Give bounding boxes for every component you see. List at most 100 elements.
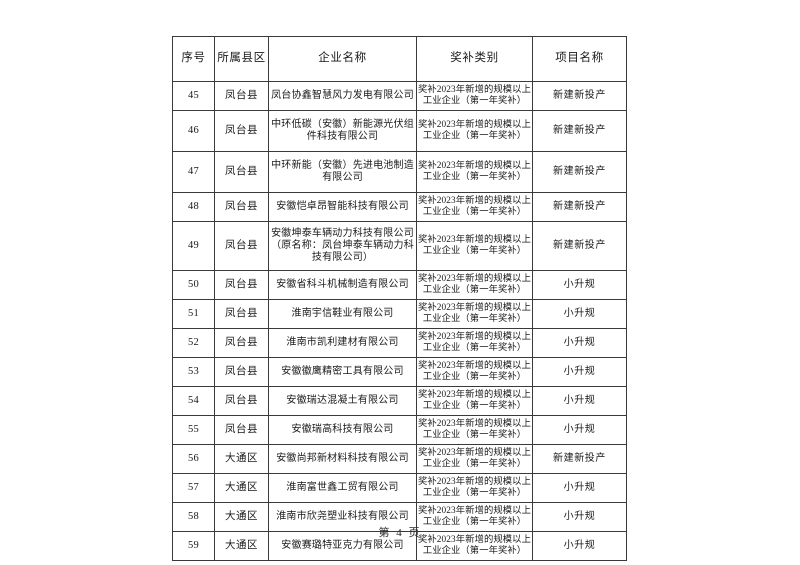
column-header-project: 项目名称	[532, 36, 627, 82]
cell-category: 奖补2023年新增的规模以上 工业企业（第一年奖补）	[416, 81, 533, 111]
table-row: 58 大通区 淮南市欣尧塑业科技有限公司 奖补2023年新增的规模以上 工业企业（第一年…	[172, 502, 627, 532]
category-line-2: 工业企业（第一年奖补）	[422, 430, 527, 440]
table-row: 56 大通区 安徽尚邦新材料科技有限公司 奖补2023年新增的规模以上 工业企业（第一年…	[172, 444, 627, 474]
cell-project: 新建新投产	[532, 192, 627, 222]
table-header: 序号 所属县区 企业名称 奖补类别 项目名称	[172, 36, 627, 82]
category-line-2: 工业企业（第一年奖补）	[422, 314, 527, 324]
column-header-district: 所属县区	[214, 36, 269, 82]
table-row: 54 凤台县 安徽瑞达混凝土有限公司 奖补2023年新增的规模以上 工业企业（第一年奖补…	[172, 386, 627, 416]
table-row: 45 凤台县 凤台协鑫智慧风力发电有限公司 奖补2023年新增的规模以上 工业企业（第一…	[172, 81, 627, 111]
award-table: 序号 所属县区 企业名称 奖补类别 项目名称 45 凤台县 凤台协鑫智慧风力发电有限…	[172, 36, 627, 561]
cell-district: 凤台县	[214, 299, 269, 329]
cell-project: 新建新投产	[532, 81, 627, 111]
table-row: 47 凤台县 中环新能（安徽）先进电池制造有限公司 奖补2023年新增的规模以上 工业企…	[172, 151, 627, 193]
cell-company: 安徽徽鹰精密工具有限公司	[268, 357, 417, 387]
cell-project: 小升规	[532, 357, 627, 387]
cell-project: 小升规	[532, 473, 627, 503]
table-row: 55 凤台县 安徽瑞高科技有限公司 奖补2023年新增的规模以上 工业企业（第一年奖补）…	[172, 415, 627, 445]
cell-category: 奖补2023年新增的规模以上 工业企业（第一年奖补）	[416, 473, 533, 503]
category-line-1: 奖补2023年新增的规模以上	[418, 303, 531, 314]
cell-district: 凤台县	[214, 328, 269, 358]
cell-project: 小升规	[532, 386, 627, 416]
cell-seq: 48	[172, 192, 215, 222]
cell-category: 奖补2023年新增的规模以上 工业企业（第一年奖补）	[416, 357, 533, 387]
cell-company: 淮南宇信鞋业有限公司	[268, 299, 417, 329]
cell-category: 奖补2023年新增的规模以上 工业企业（第一年奖补）	[416, 386, 533, 416]
cell-project: 新建新投产	[532, 444, 627, 474]
cell-seq: 53	[172, 357, 215, 387]
cell-company: 安徽恺卓昂智能科技有限公司	[268, 192, 417, 222]
category-line-1: 奖补2023年新增的规模以上	[418, 506, 531, 517]
cell-project: 小升规	[532, 531, 627, 561]
cell-district: 凤台县	[214, 110, 269, 152]
category-line-1: 奖补2023年新增的规模以上	[418, 477, 531, 488]
cell-category: 奖补2023年新增的规模以上 工业企业（第一年奖补）	[416, 151, 533, 193]
category-line-1: 奖补2023年新增的规模以上	[418, 120, 531, 131]
cell-category: 奖补2023年新增的规模以上 工业企业（第一年奖补）	[416, 415, 533, 445]
cell-company: 安徽坤泰车辆动力科技有限公司（原名称：凤台坤泰车辆动力科技有限公司）	[268, 221, 417, 271]
cell-district: 凤台县	[214, 357, 269, 387]
cell-project: 小升规	[532, 328, 627, 358]
table-row: 51 凤台县 淮南宇信鞋业有限公司 奖补2023年新增的规模以上 工业企业（第一年奖补）…	[172, 299, 627, 329]
category-line-1: 奖补2023年新增的规模以上	[418, 419, 531, 430]
cell-company: 安徽赛璐特亚克力有限公司	[268, 531, 417, 561]
cell-company: 淮南市凯利建材有限公司	[268, 328, 417, 358]
category-line-2: 工业企业（第一年奖补）	[422, 546, 527, 556]
category-line-1: 奖补2023年新增的规模以上	[418, 196, 531, 207]
cell-seq: 45	[172, 81, 215, 111]
award-table-container: 序号 所属县区 企业名称 奖补类别 项目名称 45 凤台县 凤台协鑫智慧风力发电有限…	[172, 36, 627, 561]
cell-company: 中环低碳（安徽）新能源光伏组件科技有限公司	[268, 110, 417, 152]
category-line-1: 奖补2023年新增的规模以上	[418, 361, 531, 372]
cell-district: 凤台县	[214, 151, 269, 193]
table-row: 53 凤台县 安徽徽鹰精密工具有限公司 奖补2023年新增的规模以上 工业企业（第一年奖…	[172, 357, 627, 387]
cell-seq: 46	[172, 110, 215, 152]
category-line-2: 工业企业（第一年奖补）	[422, 172, 527, 182]
cell-project: 小升规	[532, 299, 627, 329]
cell-company: 中环新能（安徽）先进电池制造有限公司	[268, 151, 417, 193]
column-header-company: 企业名称	[268, 36, 417, 82]
category-line-2: 工业企业（第一年奖补）	[422, 131, 527, 141]
cell-seq: 58	[172, 502, 215, 532]
cell-project: 新建新投产	[532, 221, 627, 271]
category-line-2: 工业企业（第一年奖补）	[422, 372, 527, 382]
category-line-2: 工业企业（第一年奖补）	[422, 96, 527, 106]
cell-category: 奖补2023年新增的规模以上 工业企业（第一年奖补）	[416, 531, 533, 561]
cell-district: 凤台县	[214, 415, 269, 445]
category-line-2: 工业企业（第一年奖补）	[422, 401, 527, 411]
table-row: 52 凤台县 淮南市凯利建材有限公司 奖补2023年新增的规模以上 工业企业（第一年奖补…	[172, 328, 627, 358]
cell-company: 安徽瑞高科技有限公司	[268, 415, 417, 445]
cell-seq: 50	[172, 270, 215, 300]
cell-district: 凤台县	[214, 221, 269, 271]
category-line-2: 工业企业（第一年奖补）	[422, 246, 527, 256]
table-row: 48 凤台县 安徽恺卓昂智能科技有限公司 奖补2023年新增的规模以上 工业企业（第一年…	[172, 192, 627, 222]
cell-category: 奖补2023年新增的规模以上 工业企业（第一年奖补）	[416, 221, 533, 271]
category-line-1: 奖补2023年新增的规模以上	[418, 332, 531, 343]
cell-seq: 51	[172, 299, 215, 329]
cell-seq: 52	[172, 328, 215, 358]
cell-district: 凤台县	[214, 386, 269, 416]
cell-project: 新建新投产	[532, 110, 627, 152]
cell-seq: 49	[172, 221, 215, 271]
cell-seq: 55	[172, 415, 215, 445]
cell-category: 奖补2023年新增的规模以上 工业企业（第一年奖补）	[416, 192, 533, 222]
table-row: 46 凤台县 中环低碳（安徽）新能源光伏组件科技有限公司 奖补2023年新增的规模以上…	[172, 110, 627, 152]
cell-district: 大通区	[214, 444, 269, 474]
cell-company: 安徽省科斗机械制造有限公司	[268, 270, 417, 300]
cell-district: 凤台县	[214, 81, 269, 111]
cell-district: 大通区	[214, 473, 269, 503]
table-body: 45 凤台县 凤台协鑫智慧风力发电有限公司 奖补2023年新增的规模以上 工业企业（第一…	[172, 81, 627, 561]
cell-category: 奖补2023年新增的规模以上 工业企业（第一年奖补）	[416, 444, 533, 474]
category-line-1: 奖补2023年新增的规模以上	[418, 274, 531, 285]
cell-category: 奖补2023年新增的规模以上 工业企业（第一年奖补）	[416, 299, 533, 329]
category-line-1: 奖补2023年新增的规模以上	[418, 535, 531, 546]
cell-company: 淮南富世鑫工贸有限公司	[268, 473, 417, 503]
cell-district: 凤台县	[214, 270, 269, 300]
category-line-2: 工业企业（第一年奖补）	[422, 488, 527, 498]
cell-district: 凤台县	[214, 192, 269, 222]
table-row: 57 大通区 淮南富世鑫工贸有限公司 奖补2023年新增的规模以上 工业企业（第一年奖补…	[172, 473, 627, 503]
cell-company: 凤台协鑫智慧风力发电有限公司	[268, 81, 417, 111]
cell-category: 奖补2023年新增的规模以上 工业企业（第一年奖补）	[416, 270, 533, 300]
cell-project: 小升规	[532, 270, 627, 300]
category-line-1: 奖补2023年新增的规模以上	[418, 390, 531, 401]
